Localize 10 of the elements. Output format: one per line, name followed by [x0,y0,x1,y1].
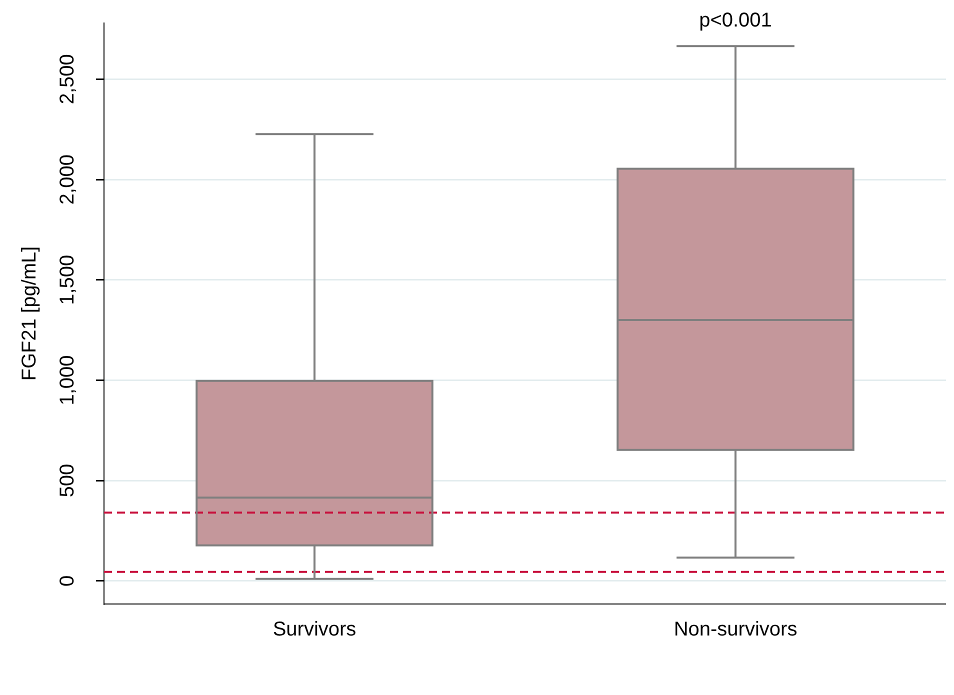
y-tick-label: 1,500 [56,254,78,305]
y-tick-label: 0 [56,575,78,586]
annotation: p<0.001 [699,10,772,32]
x-tick-label: Non-survivors [674,618,798,641]
x-tick-label: Survivors [272,618,356,641]
y-tick-label: 2,500 [56,54,78,104]
y-axis-title: FGF21 [pg/mL] [18,246,41,381]
y-tick-label: 2,000 [56,154,78,205]
y-tick-label: 500 [56,464,78,498]
y-tick-label: 1,000 [56,355,78,406]
